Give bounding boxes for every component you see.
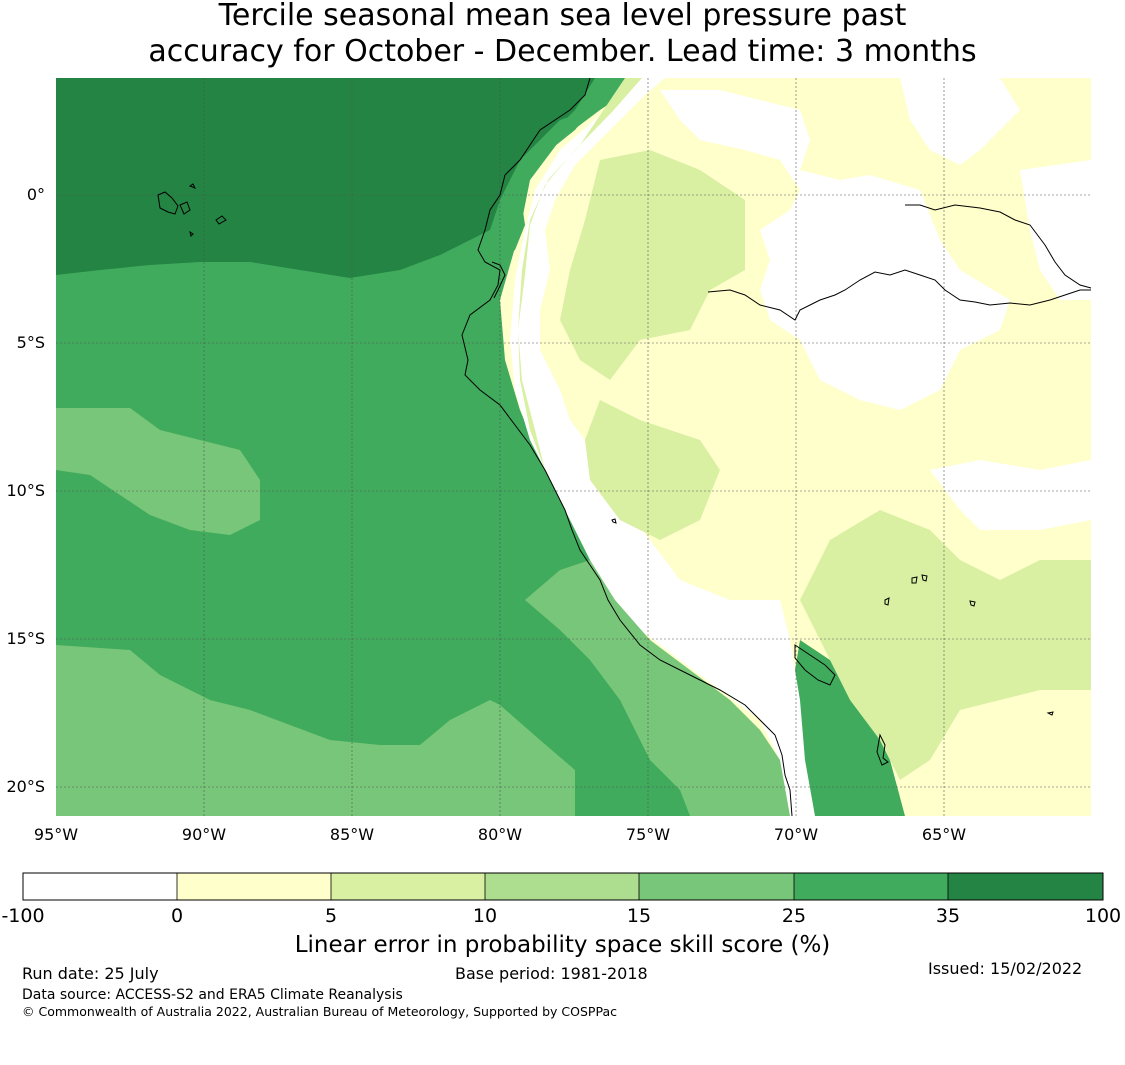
graticule xyxy=(56,78,1091,816)
y-tick-0: 0° xyxy=(27,185,45,204)
colorbar-title: Linear error in probability space skill … xyxy=(294,932,831,958)
inland-lake-1 xyxy=(876,733,889,766)
x-tick-85w: 85°W xyxy=(330,825,374,844)
amazon-river-north xyxy=(905,204,1092,289)
skill-region-coastal-negative xyxy=(510,78,815,816)
coastlines xyxy=(157,77,1092,817)
skill-region-mid-5-10 xyxy=(585,400,720,540)
skill-region-south-5-10 xyxy=(800,510,1091,780)
x-tick-75w: 75°W xyxy=(626,825,670,844)
skill-region-ocean-15-25-coastal xyxy=(525,560,790,816)
y-tick-20s: 20°S xyxy=(6,777,45,796)
colorbar-segment-5-10 xyxy=(331,873,485,900)
chart-title-line-1: Tercile seasonal mean sea level pressure… xyxy=(218,0,907,33)
inland-lake-2 xyxy=(911,574,928,584)
run-date: Run date: 25 July xyxy=(22,964,159,983)
skill-region-inland-negative-ne xyxy=(900,78,1020,165)
colorbar-tick-100: 100 xyxy=(1085,905,1121,927)
colorbar-tick-neg100: -100 xyxy=(1,905,44,927)
x-tick-80w: 80°W xyxy=(478,825,522,844)
south-america-coastline xyxy=(461,77,793,817)
skill-field xyxy=(56,78,1091,816)
colorbar-tick-15: 15 xyxy=(627,905,651,927)
data-source: Data source: ACCESS-S2 and ERA5 Climate … xyxy=(22,987,403,1003)
y-tick-15s: 15°S xyxy=(6,629,45,648)
x-tick-90w: 90°W xyxy=(182,825,226,844)
colorbar-tick-25: 25 xyxy=(782,905,806,927)
skill-region-inland-negative-se xyxy=(930,460,1091,530)
colorbar-tick-35: 35 xyxy=(936,905,960,927)
inland-lake-3 xyxy=(611,518,1054,716)
colorbar-tick-10: 10 xyxy=(473,905,497,927)
galapagos-islands xyxy=(157,183,227,237)
skill-region-coastal-fringe xyxy=(518,78,642,470)
amazon-river xyxy=(707,269,1091,321)
skill-region-ocean-15-25-sw xyxy=(56,645,575,816)
x-tick-70w: 70°W xyxy=(774,825,818,844)
x-axis-labels: 95°W 90°W 85°W 80°W 75°W 70°W 65°W xyxy=(34,825,966,844)
skill-region-inland-5-10 xyxy=(560,150,745,380)
base-period: Base period: 1981-2018 xyxy=(455,964,648,983)
y-axis-labels: 0° 5°S 10°S 15°S 20°S xyxy=(6,185,45,796)
colorbar-tick-5: 5 xyxy=(325,905,337,927)
x-tick-65w: 65°W xyxy=(922,825,966,844)
colorbar-segment-0-5 xyxy=(177,873,331,900)
chart-title-line-2: accuracy for October - December. Lead ti… xyxy=(148,34,977,69)
colorbar-segment-15-25 xyxy=(639,873,794,900)
skill-region-inland-negative-north xyxy=(660,90,1010,410)
colorbar-frame xyxy=(22,872,1104,901)
gulf-of-guayaquil xyxy=(491,261,506,299)
colorbar-segment-neg100-0 xyxy=(23,873,177,900)
y-tick-5s: 5°S xyxy=(17,333,45,352)
x-tick-95w: 95°W xyxy=(34,825,78,844)
skill-region-ocean-35-100 xyxy=(56,78,600,278)
y-tick-10s: 10°S xyxy=(6,481,45,500)
skill-region-ocean-15-25-west xyxy=(56,408,260,535)
colorbar-segment-35-100 xyxy=(948,873,1103,900)
colorbar-tick-0: 0 xyxy=(171,905,183,927)
lake-titicaca xyxy=(794,644,836,686)
issued-date: Issued: 15/02/2022 xyxy=(928,959,1083,978)
colorbar-segment-10-15 xyxy=(485,873,639,900)
colorbar: -100 0 5 10 15 25 35 100 xyxy=(1,872,1121,927)
colorbar-segment-25-35 xyxy=(794,873,948,900)
copyright: © Commonwealth of Australia 2022, Austra… xyxy=(22,1004,617,1019)
skill-region-north-coast-25-35 xyxy=(495,78,625,260)
